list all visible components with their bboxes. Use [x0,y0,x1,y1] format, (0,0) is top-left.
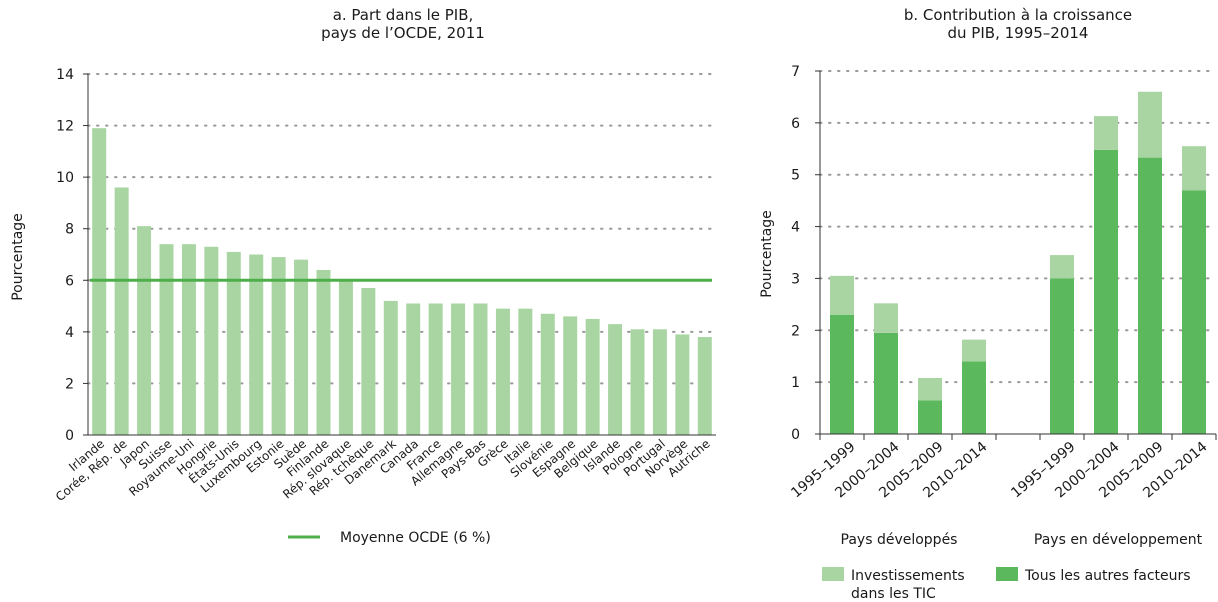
chart-b-legend-label-ict-line-2: dans les TIC [851,586,936,602]
chart-b-legend-label-other: Tous les autres facteurs [1024,568,1191,584]
chart-b-y-axis-label: Pourcentage [759,210,775,298]
bar-france [428,303,443,435]
bar-rep-tcheque [361,288,376,435]
y-tick-label: 1 [791,375,800,391]
chart-b-title-line-1: b. Contribution à la croissance [904,6,1132,24]
chart-a-legend-label: Moyenne OCDE (6 %) [340,530,491,546]
bar-segment-investissements-dans-les-tic [1138,91,1162,158]
chart-b: b. Contribution à la croissance du PIB, … [759,6,1217,602]
y-tick-label: 14 [56,67,74,83]
y-tick-label: 6 [65,273,74,289]
bar-segment-investissements-dans-les-tic [830,275,854,315]
y-tick-label: 0 [65,428,74,444]
y-tick-label: 12 [56,119,74,135]
y-tick-label: 2 [791,323,800,339]
chart-a: a. Part dans le PIB, pays de l’OCDE, 201… [10,6,717,546]
bar-autriche [697,337,712,435]
y-tick-label: 6 [791,116,800,132]
bar-islande [608,324,623,435]
bar-suede [294,259,309,435]
bar-slovenie [540,313,555,435]
y-tick-label: 7 [791,64,800,80]
bar-segment-tous-les-autres-facteurs [830,314,854,434]
bar-segment-investissements-dans-les-tic [1182,146,1206,191]
chart-b-gridlines [819,70,1217,384]
bar-pays-bas [473,303,488,435]
bar-segment-tous-les-autres-facteurs [918,400,942,434]
bar-segment-tous-les-autres-facteurs [1094,149,1118,434]
y-tick-label: 3 [791,271,800,287]
bar-portugal [652,329,667,435]
bar-segment-investissements-dans-les-tic [918,377,942,401]
bar-danemark [383,300,398,435]
bar-japon [137,226,152,435]
bar-espagne [563,316,578,435]
bar-allemagne [451,303,466,435]
bar-segment-tous-les-autres-facteurs [1182,190,1206,434]
bar-segment-tous-les-autres-facteurs [1050,278,1074,434]
chart-b-legend-swatch-other [996,567,1018,581]
chart-b-group-label-developing: Pays en développement [1034,532,1203,548]
bar-grece [495,308,510,435]
bar-suisse [159,244,174,435]
y-tick-label: 4 [65,325,74,341]
bar-etats-unis [226,251,241,435]
bar-segment-tous-les-autres-facteurs [962,361,986,434]
bar-segment-tous-les-autres-facteurs [874,332,898,434]
bar-segment-tous-les-autres-facteurs [1138,157,1162,434]
bar-luxembourg [249,254,264,435]
y-tick-label: 2 [65,376,74,392]
chart-a-axes [87,74,716,436]
chart-b-legend-label-ict-line-1: Investissements [851,568,965,584]
bar-royaume-uni [181,244,196,435]
chart-b-axes [819,71,1217,440]
chart-b-legend-swatch-ict [822,567,844,581]
bar-segment-investissements-dans-les-tic [1094,116,1118,150]
chart-b-group-label-developed: Pays développés [841,532,958,548]
bar-coree-rep-de [114,187,129,435]
bar-canada [406,303,421,435]
y-tick-label: 10 [56,170,74,186]
bar-pologne [630,329,645,435]
bar-norvege [675,334,690,435]
bar-finlande [316,269,331,435]
chart-a-title-line-2: pays de l’OCDE, 2011 [321,24,485,42]
chart-b-title-line-2: du PIB, 1995–2014 [948,24,1089,42]
chart-b-bars [830,91,1206,434]
y-tick-label: 4 [791,220,800,236]
bar-segment-investissements-dans-les-tic [962,339,986,362]
bar-estonie [271,257,286,435]
bar-hongrie [204,246,219,435]
bar-rep-slovaque [338,280,353,435]
bar-segment-investissements-dans-les-tic [874,303,898,333]
bar-italie [518,308,533,435]
chart-b-y-ticks: 0 1 2 3 4 5 6 7 [791,64,820,443]
bar-segment-investissements-dans-les-tic [1050,255,1074,279]
chart-a-title-line-1: a. Part dans le PIB, [333,6,474,24]
bar-belgique [585,318,600,435]
chart-a-y-axis-label: Pourcentage [10,213,26,301]
y-tick-label: 0 [791,427,800,443]
chart-a-y-ticks: 0 2 4 6 8 10 12 14 [56,67,88,444]
y-tick-label: 8 [65,222,74,238]
y-tick-label: 5 [791,168,800,184]
chart-a-bars [92,128,712,435]
